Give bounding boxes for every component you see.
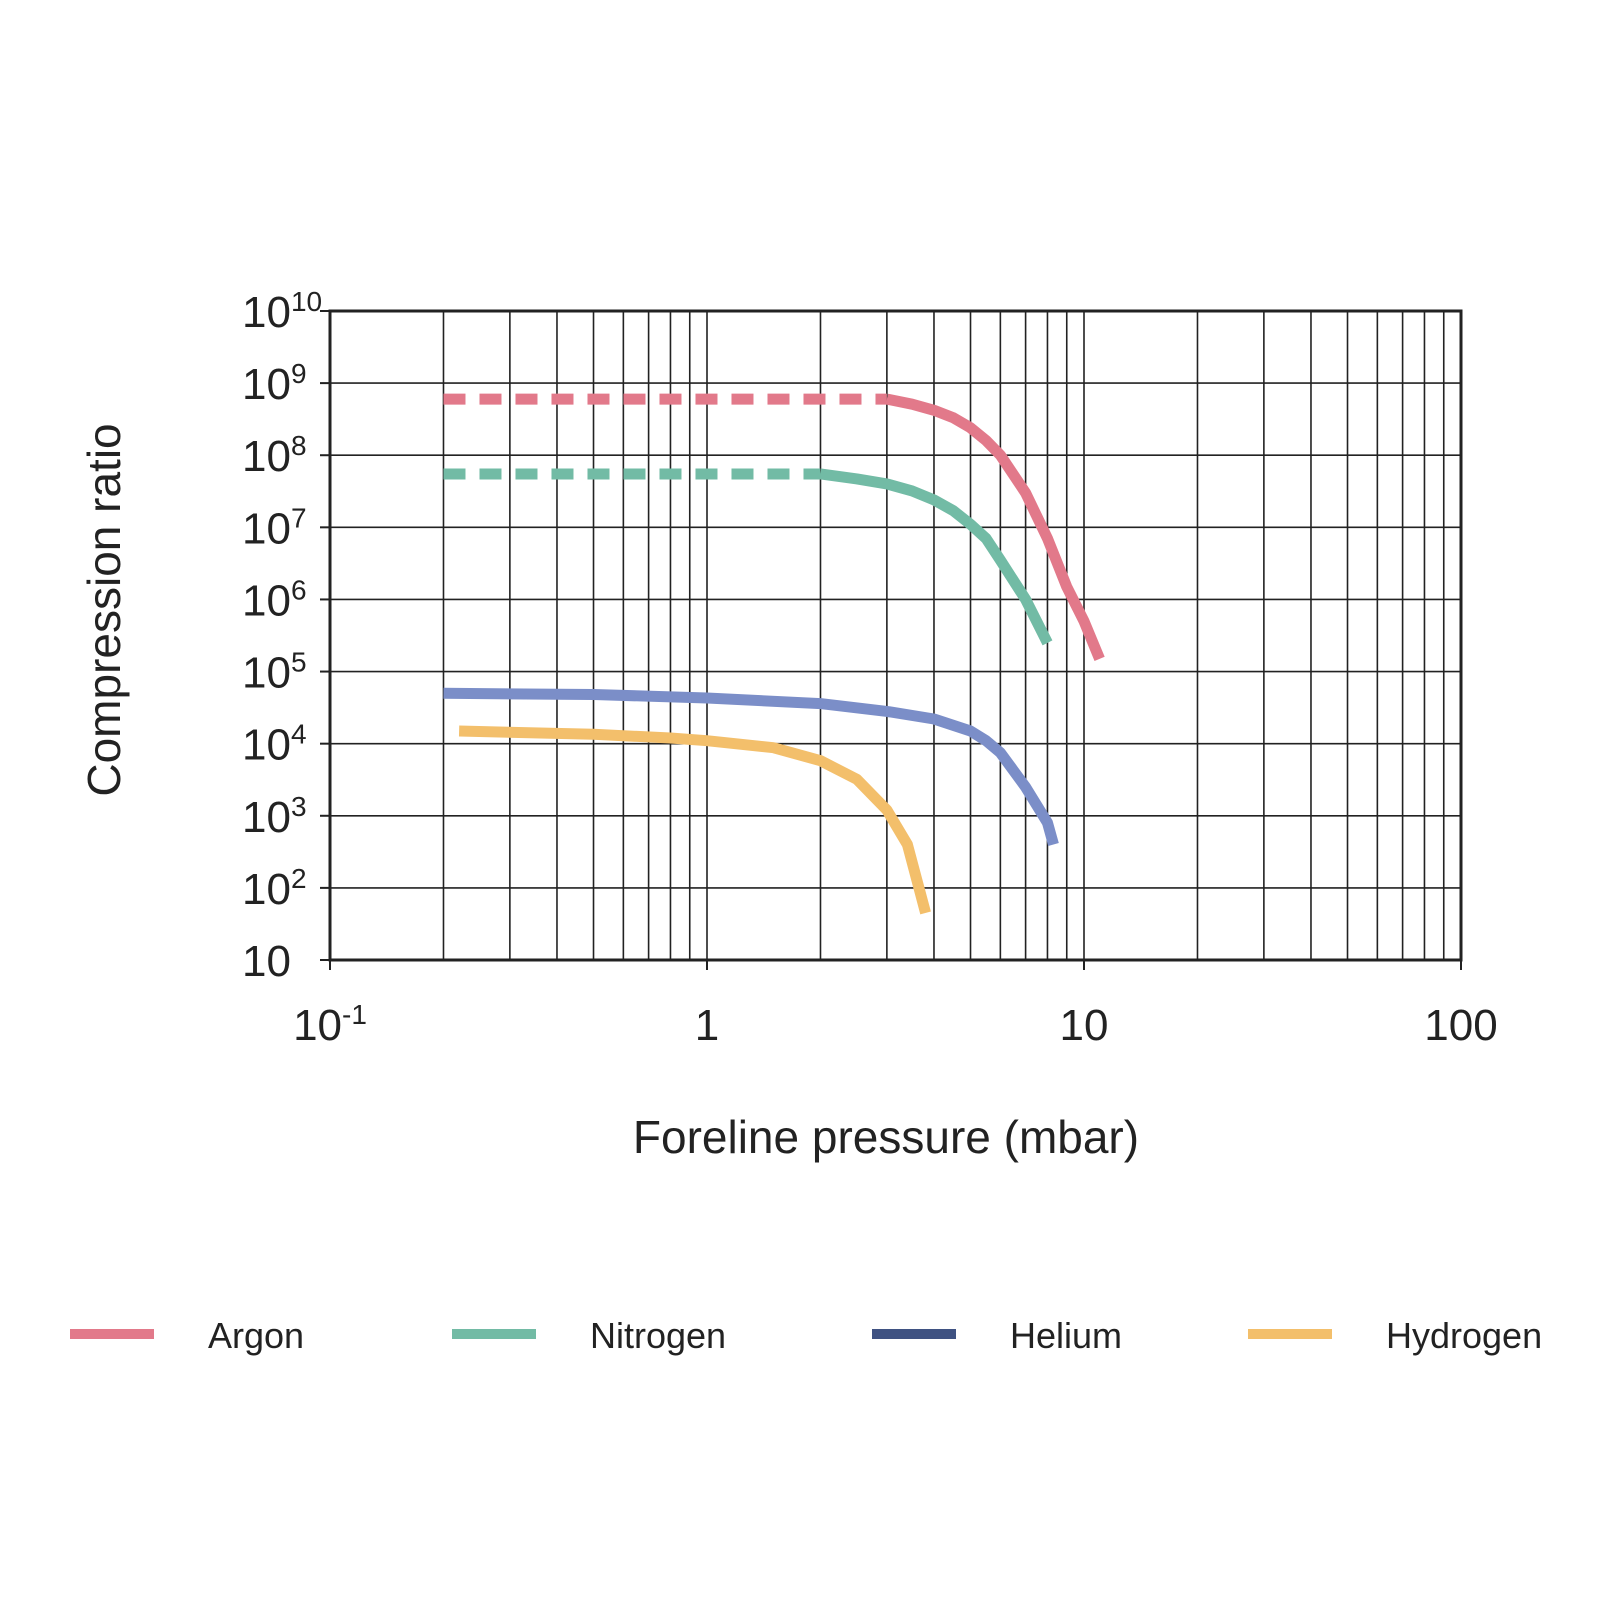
x-tick-label: 1 bbox=[695, 1001, 719, 1050]
y-tick-label: 10 bbox=[242, 937, 291, 986]
series-layer bbox=[443, 393, 1105, 915]
y-tick-label: 1010 bbox=[242, 286, 322, 337]
y-tick-label: 103 bbox=[242, 791, 307, 842]
y-tick-labels: 10 102 103 104 105 106 107 108 109 1010 bbox=[242, 286, 322, 986]
legend-label-hydrogen: Hydrogen bbox=[1386, 1315, 1542, 1356]
legend: Argon Nitrogen Helium Hydrogen bbox=[70, 1315, 1542, 1356]
y-tick-label: 108 bbox=[242, 430, 307, 481]
y-tick-label: 107 bbox=[242, 502, 307, 553]
x-tick-label: 10 bbox=[1060, 1001, 1109, 1050]
legend-label-nitrogen: Nitrogen bbox=[590, 1315, 726, 1356]
x-tick-label: 100 bbox=[1424, 1001, 1497, 1050]
minor-gridlines bbox=[442, 311, 1445, 960]
hydrogen-line bbox=[458, 725, 931, 915]
axis-ticks bbox=[320, 310, 1462, 970]
argon-line bbox=[885, 393, 1105, 662]
y-axis-title: Compression ratio bbox=[78, 423, 130, 796]
helium-line bbox=[443, 687, 1059, 846]
y-tick-label: 105 bbox=[242, 647, 307, 698]
y-tick-label: 106 bbox=[242, 574, 307, 625]
nitrogen-line bbox=[819, 468, 1053, 646]
y-tick-label: 109 bbox=[242, 358, 307, 409]
x-tick-label: 10-1 bbox=[293, 999, 367, 1050]
legend-label-argon: Argon bbox=[208, 1315, 304, 1356]
x-axis-title: Foreline pressure (mbar) bbox=[633, 1111, 1139, 1163]
y-tick-label: 102 bbox=[242, 863, 307, 914]
major-gridlines bbox=[329, 310, 1462, 961]
y-tick-label: 104 bbox=[242, 719, 307, 770]
legend-label-helium: Helium bbox=[1010, 1315, 1122, 1356]
plot-frame bbox=[328, 309, 1463, 962]
x-tick-labels: 10-1 1 10 100 bbox=[293, 999, 1498, 1050]
